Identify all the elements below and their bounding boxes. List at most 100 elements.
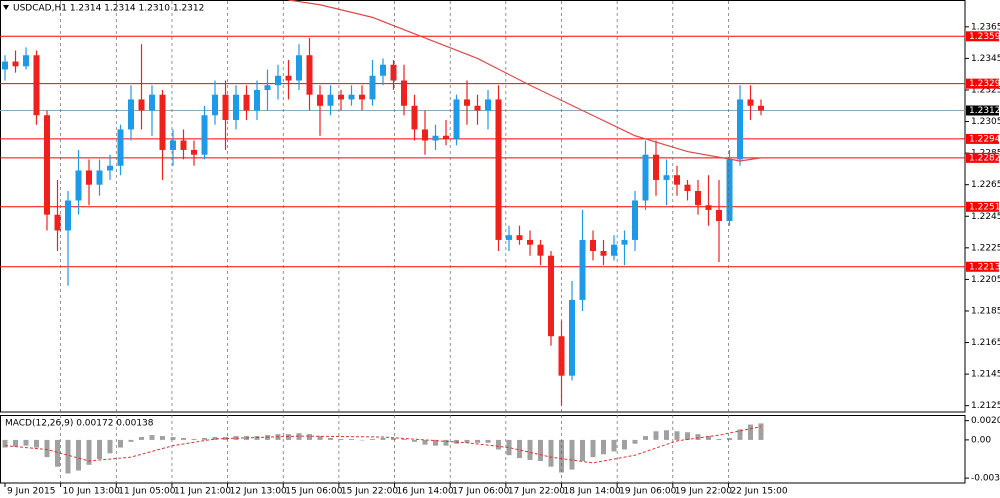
candle-body [401, 80, 407, 106]
level-label-box [966, 78, 999, 89]
level-label-box [966, 261, 999, 272]
candle-body [474, 105, 481, 111]
macd-bar [160, 436, 165, 440]
chart-title: USDCAD,H1 1.2314 1.2314 1.2310 1.2312 [13, 4, 204, 14]
macd-bar [370, 438, 375, 440]
candle-body [33, 55, 40, 116]
candle-body [579, 239, 586, 300]
macd-bar [401, 438, 407, 440]
candle-body [201, 115, 208, 155]
level-label-box [966, 31, 999, 42]
candle-body [191, 149, 197, 155]
candle-body [590, 239, 596, 251]
macd-bar [296, 433, 302, 440]
candle-body [254, 89, 260, 111]
level-label-box [966, 152, 999, 163]
y-tick-label: 0.00201 [971, 416, 1000, 426]
candle-body [537, 244, 544, 256]
macd-bar [170, 437, 176, 440]
candle-body [317, 94, 323, 106]
macd-bar [307, 434, 312, 440]
x-tick-label: 16 Jun 14:00 [397, 487, 454, 497]
candle-body [632, 200, 638, 240]
x-tick-label: 19 Jun 22:00 [675, 487, 732, 497]
candle-body [737, 99, 743, 160]
candle-body [65, 200, 71, 231]
x-tick-label: 18 Jun 14:00 [564, 487, 621, 497]
y-tick-label: 1.2305 [971, 117, 1000, 127]
macd-bar [475, 439, 480, 443]
macd-bar [506, 439, 512, 456]
price-panel-frame [0, 0, 966, 413]
macd-bar [464, 439, 470, 443]
macd-bar [181, 437, 186, 440]
candle-body [359, 94, 365, 100]
macd-bar [517, 439, 522, 459]
level-label: 1.2359 [969, 32, 1000, 42]
y-tick-label: 1.2145 [971, 370, 1000, 380]
level-label: 1.2282 [969, 153, 1000, 163]
macd-bar [212, 437, 218, 440]
macd-bar [202, 437, 207, 440]
macd-bar [695, 434, 701, 440]
candle-body [170, 140, 176, 150]
macd-panel-frame [0, 415, 966, 484]
level-label-box [966, 201, 999, 212]
macd-bar [433, 439, 438, 446]
candle-body [86, 170, 92, 185]
candle-body [380, 64, 386, 76]
candle-body [23, 55, 29, 67]
candle-body [390, 64, 397, 81]
candle-body [506, 235, 512, 240]
candle-body [642, 154, 649, 201]
macd-bar [128, 439, 134, 442]
candle-body [107, 165, 113, 171]
macd-bar [328, 437, 333, 440]
macd-bar [97, 439, 102, 460]
macd-bar [55, 439, 60, 467]
macd-bar [674, 431, 680, 440]
y-tick-label: 1.2125 [971, 401, 1000, 411]
candle-body [600, 250, 607, 256]
candle-body [149, 94, 155, 111]
macd-bar [569, 439, 575, 470]
macd-bar [422, 439, 428, 445]
y-tick-label: 1.2265 [971, 180, 1000, 190]
macd-bar [496, 439, 501, 450]
y-tick-label: 1.2225 [971, 243, 1000, 253]
candle-body [243, 94, 250, 111]
candle-body [117, 129, 124, 166]
y-tick-label: 1.2245 [971, 212, 1000, 222]
menu-icon[interactable] [3, 5, 9, 10]
candle-body [369, 75, 376, 100]
x-tick-label: 19 Jun 06:00 [619, 487, 676, 497]
macd-bar [359, 439, 365, 441]
candle-body [264, 85, 271, 90]
macd-bar [611, 439, 617, 452]
x-tick-label: 15 Jun 22:00 [341, 487, 398, 497]
y-tick-label: -0.00399 [971, 474, 1000, 484]
level-label: 1.2213 [969, 262, 1000, 272]
candle-body [758, 105, 764, 111]
candle-body [222, 94, 229, 120]
candle-body [159, 94, 166, 150]
candle-body [548, 255, 554, 337]
macd-bar [485, 439, 491, 443]
candle-body [348, 94, 355, 100]
x-tick-label: 11 Jun 21:00 [174, 487, 231, 497]
macd-bar [443, 439, 449, 446]
macd-bar [149, 435, 155, 440]
candle-body [621, 239, 628, 245]
macd-bar [233, 436, 239, 440]
y-tick-label: 1.2325 [971, 85, 1000, 95]
macd-bar [118, 439, 123, 448]
macd-bar [601, 439, 606, 455]
x-tick-label: 10 Jun 13:00 [63, 487, 120, 497]
macd-bar [559, 439, 564, 473]
macd-bar [286, 434, 291, 440]
level-label: 1.2294 [969, 134, 1000, 144]
x-tick-label: 11 Jun 05:00 [118, 487, 175, 497]
